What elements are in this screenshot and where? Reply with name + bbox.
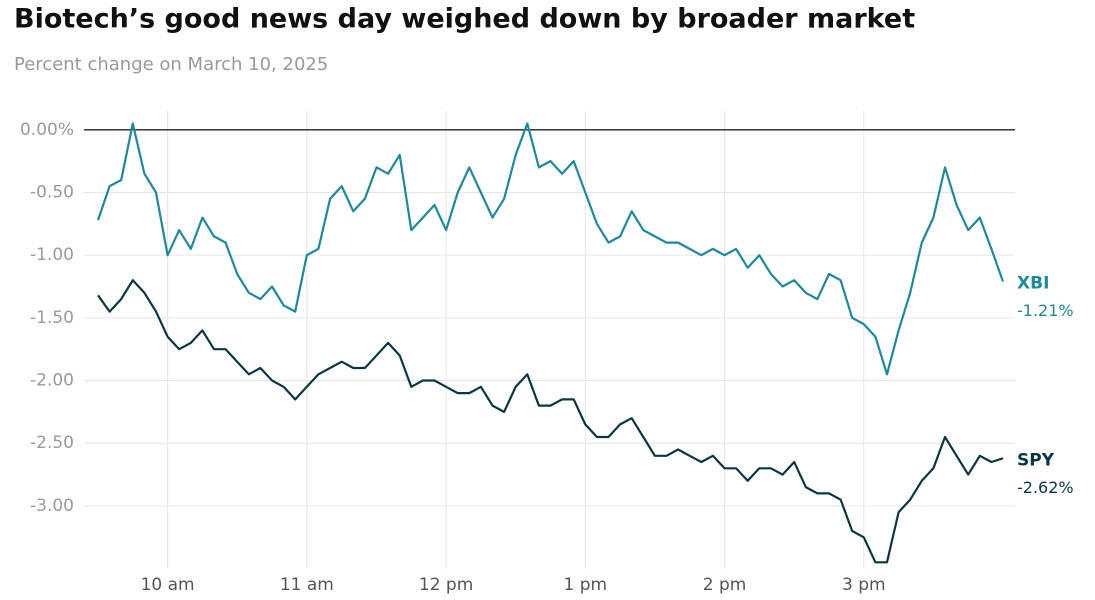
end-value-label: -1.21% <box>1017 301 1074 320</box>
y-tick-label: -1.50 <box>30 308 74 328</box>
x-tick-label: 11 am <box>280 575 334 595</box>
y-tick-label: -2.50 <box>30 433 74 453</box>
x-tick-label: 12 pm <box>419 575 473 595</box>
y-tick-label: -0.50 <box>30 182 74 202</box>
y-tick-label: -1.00 <box>30 245 74 265</box>
x-tick-label: 3 pm <box>842 575 886 595</box>
series-line <box>96 122 1005 376</box>
y-tick-label: -3.00 <box>30 496 74 516</box>
x-tick-label: 10 am <box>141 575 195 595</box>
series-label: XBI <box>1017 274 1049 294</box>
y-tick-label: -2.00 <box>30 371 74 391</box>
y-tick-label: 0.00% <box>20 120 74 140</box>
chart-subtitle: Percent change on March 10, 2025 <box>14 54 328 75</box>
end-value-label: -2.62% <box>1017 478 1074 497</box>
chart-title: Biotech’s good news day weighed down by … <box>14 4 915 35</box>
series-label: SPY <box>1017 450 1055 470</box>
series-line <box>97 279 1004 564</box>
x-tick-label: 1 pm <box>564 575 608 595</box>
x-tick-label: 2 pm <box>703 575 747 595</box>
